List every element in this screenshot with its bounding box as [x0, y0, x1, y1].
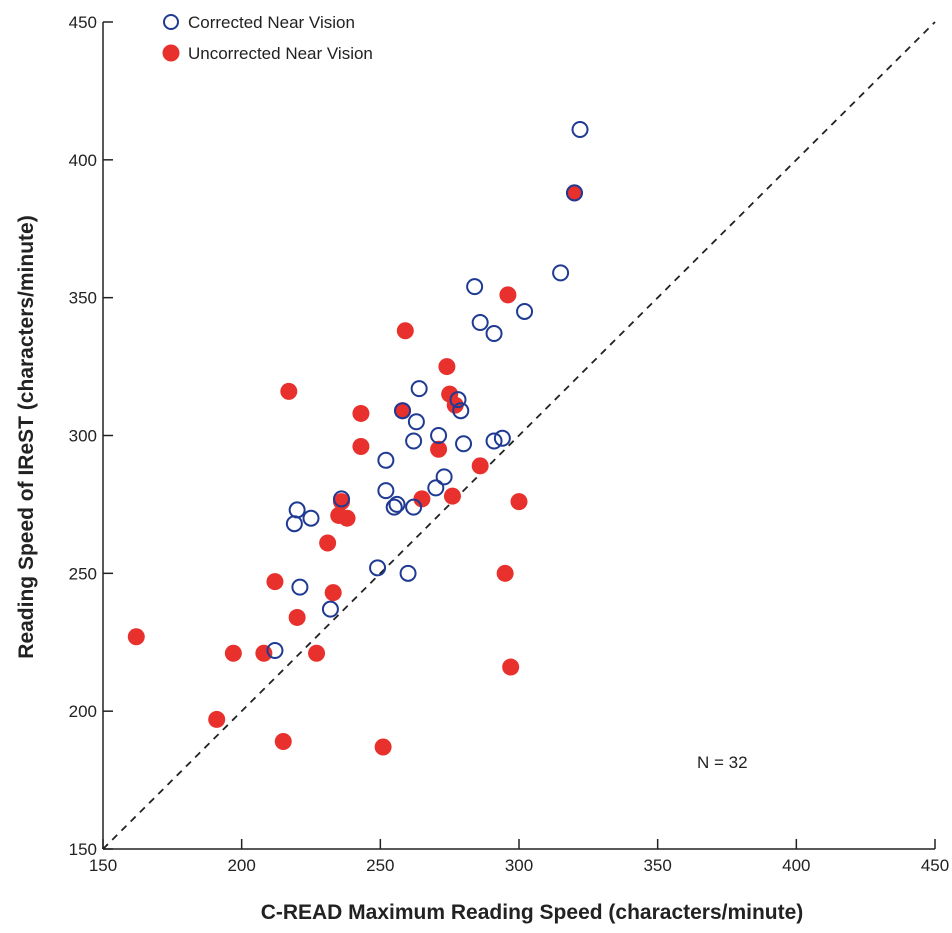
- corrected-point: [377, 482, 395, 500]
- uncorrected-point: [394, 402, 412, 420]
- data-points: [127, 121, 589, 756]
- uncorrected-point: [255, 644, 273, 662]
- uncorrected-point: [338, 509, 356, 527]
- corrected-point: [516, 302, 534, 320]
- uncorrected-point: [499, 286, 517, 304]
- corrected-point: [302, 509, 320, 527]
- corrected-point: [485, 432, 503, 450]
- corrected-point: [321, 600, 339, 618]
- corrected-point: [285, 515, 303, 533]
- corrected-point: [291, 578, 309, 596]
- legend: Corrected Near Vision Uncorrected Near Vi…: [162, 13, 373, 63]
- corrected-point: [405, 432, 423, 450]
- corrected-point: [399, 564, 417, 582]
- identity-line: [102, 21, 936, 850]
- x-tick-label: 250: [366, 856, 394, 875]
- corrected-point: [377, 451, 395, 469]
- uncorrected-point: [208, 710, 226, 728]
- corrected-point: [333, 490, 351, 508]
- x-tick-label: 150: [89, 856, 117, 875]
- uncorrected-point: [274, 732, 292, 750]
- identity-line-group: [102, 21, 936, 850]
- uncorrected-point: [438, 358, 456, 376]
- y-tick-label: 350: [69, 289, 97, 308]
- legend-marker-uncorrected: [162, 44, 180, 62]
- corrected-point: [449, 391, 467, 409]
- corrected-point: [565, 184, 583, 202]
- corrected-point: [485, 325, 503, 343]
- axes: 150 200 250 300 350 400 450 150 200 250 300 350 400 4…: [69, 13, 950, 875]
- uncorrected-point: [127, 628, 145, 646]
- legend-label-corrected: Corrected Near Vision: [188, 13, 355, 32]
- uncorrected-point: [352, 404, 370, 422]
- corrected-point: [405, 498, 423, 516]
- uncorrected-point: [502, 658, 520, 676]
- corrected-point: [455, 435, 473, 453]
- corrected-point: [435, 468, 453, 486]
- uncorrected-point: [319, 534, 337, 552]
- corrected-point: [288, 501, 306, 519]
- x-tick-label: 450: [921, 856, 949, 875]
- x-tick-label: 350: [643, 856, 671, 875]
- uncorrected-point: [471, 457, 489, 475]
- uncorrected-point: [266, 573, 284, 591]
- x-axis-title: C-READ Maximum Reading Speed (characters…: [261, 901, 804, 924]
- corrected-point: [394, 402, 412, 420]
- uncorrected-point: [413, 490, 431, 508]
- corrected-point: [385, 498, 403, 516]
- uncorrected-point: [224, 644, 242, 662]
- uncorrected-point: [443, 487, 461, 505]
- sample-size-annotation: N = 32: [697, 753, 748, 772]
- uncorrected-point: [352, 438, 370, 456]
- corrected-point: [471, 313, 489, 331]
- legend-label-uncorrected: Uncorrected Near Vision: [188, 44, 373, 63]
- corrected-point: [552, 264, 570, 282]
- uncorrected-point: [396, 322, 414, 340]
- uncorrected-point: [288, 608, 306, 626]
- y-tick-label: 200: [69, 702, 97, 721]
- uncorrected-point: [308, 644, 326, 662]
- corrected-point: [369, 559, 387, 577]
- corrected-point: [571, 121, 589, 139]
- uncorrected-point: [280, 382, 298, 400]
- uncorrected-point: [374, 738, 392, 756]
- uncorrected-point: [510, 493, 528, 511]
- uncorrected-point: [324, 584, 342, 602]
- corrected-point: [466, 278, 484, 296]
- corrected-point: [493, 429, 511, 447]
- uncorrected-point: [565, 184, 583, 202]
- uncorrected-point: [430, 440, 448, 458]
- corrected-point: [452, 402, 470, 420]
- corrected-point: [410, 380, 428, 398]
- y-tick-label: 450: [69, 13, 97, 32]
- x-tick-label: 400: [782, 856, 810, 875]
- y-tick-label: 150: [69, 840, 97, 859]
- x-tick-label: 200: [227, 856, 255, 875]
- corrected-point: [427, 479, 445, 497]
- legend-marker-corrected: [163, 14, 179, 30]
- uncorrected-point: [496, 564, 514, 582]
- y-tick-label: 400: [69, 151, 97, 170]
- y-tick-label: 250: [69, 564, 97, 583]
- corrected-point: [430, 427, 448, 444]
- corrected-point: [388, 495, 406, 513]
- corrected-point: [407, 413, 425, 431]
- y-axis-title: Reading Speed of IReST (characters/minut…: [15, 215, 38, 658]
- x-tick-label: 300: [505, 856, 533, 875]
- corrected-point: [266, 642, 284, 660]
- y-tick-label: 300: [69, 427, 97, 446]
